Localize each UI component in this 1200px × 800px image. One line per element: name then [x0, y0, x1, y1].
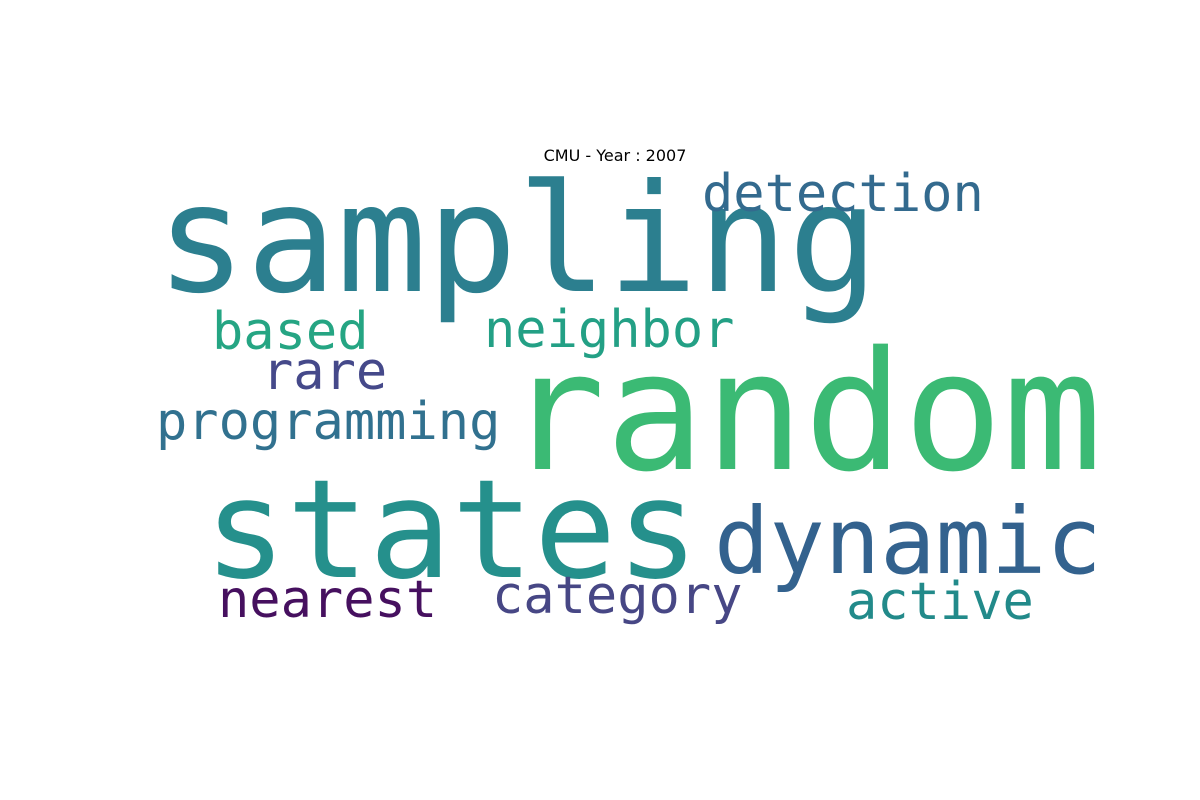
word-neighbor: neighbor: [484, 300, 735, 360]
word-random: random: [506, 316, 1103, 508]
word-sampling: sampling: [156, 153, 879, 327]
word-category: category: [492, 566, 743, 626]
word-detection: detection: [702, 164, 984, 224]
word-active: active: [846, 572, 1034, 632]
word-dynamic: dynamic: [714, 488, 1102, 595]
word-programming: programming: [156, 392, 501, 452]
word-based: based: [212, 302, 369, 362]
word-states: states: [204, 451, 699, 610]
chart-title: CMU - Year : 2007: [543, 146, 687, 165]
word-rare: rare: [262, 342, 388, 402]
word-nearest: nearest: [218, 570, 438, 630]
